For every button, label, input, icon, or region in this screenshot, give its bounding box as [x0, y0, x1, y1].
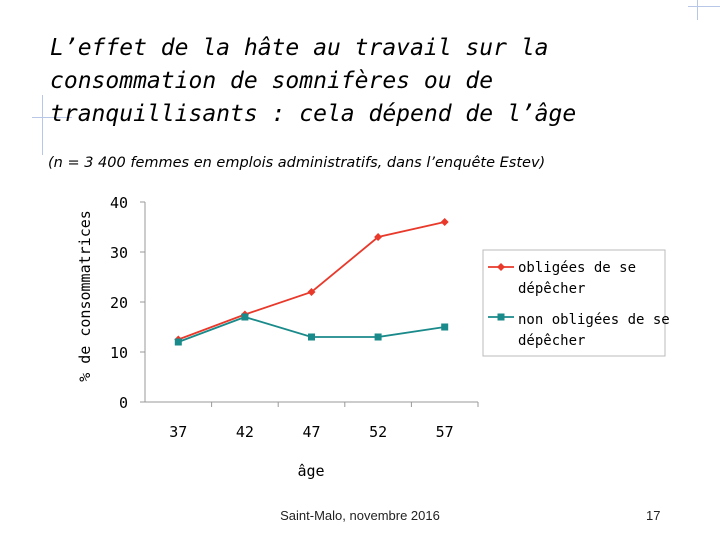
series-line-0 — [177, 221, 445, 341]
legend-item-not-hurried: non obligées de se dépêcher — [488, 312, 678, 349]
data-point-0 — [374, 233, 383, 241]
slide-footer: Saint-Malo, novembre 2016 — [280, 508, 440, 523]
decorative-vertical-line — [42, 95, 43, 155]
data-point-0 — [307, 288, 316, 296]
slide-title: L’effet de la hâte au travail sur la con… — [50, 35, 577, 127]
legend-item-hurried: obligées de se dépêcher — [488, 260, 644, 297]
y-tick-label: 0 — [119, 394, 128, 412]
x-tick-label: 37 — [169, 423, 187, 441]
y-tick-label: 40 — [110, 194, 128, 212]
decorative-horizontal-line — [32, 117, 72, 118]
data-point-1 — [374, 333, 382, 341]
plot-area: 0 10 20 30 40 37 42 47 52 57 — [110, 194, 479, 441]
y-tick-label: 10 — [110, 344, 128, 362]
data-point-1 — [308, 333, 315, 341]
legend-marker-not-hurried — [497, 313, 505, 321]
data-point-1 — [441, 323, 449, 331]
legend-marker-hurried — [497, 263, 505, 271]
page-number: 17 — [646, 508, 661, 523]
x-tick-label: 47 — [302, 423, 320, 441]
data-point-0 — [440, 218, 449, 226]
x-tick-label: 42 — [236, 423, 254, 441]
legend: obligées de se dépêcher non obligées de … — [482, 249, 678, 357]
data-point-1 — [241, 313, 249, 321]
decorative-corner-line — [697, 0, 698, 20]
x-axis-label: âge — [297, 462, 324, 480]
legend-label-hurried: obligées de se dépêcher — [518, 260, 644, 297]
slide-subtitle: (n = 3 400 femmes en emplois administrat… — [48, 155, 546, 171]
decorative-corner-line-h — [688, 6, 720, 7]
legend-label-not-hurried: non obligées de se dépêcher — [518, 312, 678, 349]
y-tick-label: 30 — [110, 244, 128, 262]
x-tick-label: 57 — [436, 423, 454, 441]
y-tick-label: 20 — [110, 294, 128, 312]
data-point-1 — [174, 338, 182, 346]
y-axis-label: % de consommatrices — [76, 210, 94, 382]
x-tick-label: 52 — [369, 423, 387, 441]
